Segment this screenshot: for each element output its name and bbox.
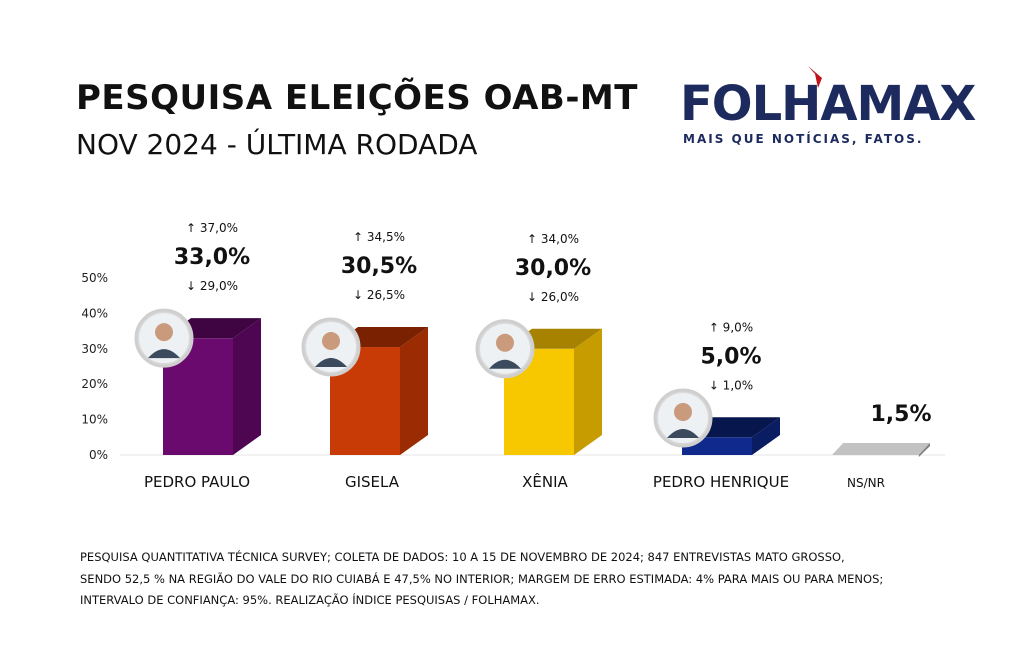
value-label: 1,5% xyxy=(870,402,931,427)
page-title: PESQUISA ELEIÇÕES OAB-MT xyxy=(76,78,638,118)
value-label: 30,0% xyxy=(515,256,591,281)
upper-bound-label: ↑ 34,0% xyxy=(527,232,579,246)
footnote-line-3: INTERVALO DE CONFIANÇA: 95%. REALIZAÇÃO … xyxy=(80,593,540,607)
category-label: GISELA xyxy=(345,473,400,491)
lower-bound-label: ↓ 1,0% xyxy=(709,378,753,392)
y-tick-label: 10% xyxy=(81,413,108,427)
bar-side xyxy=(918,443,930,457)
y-tick-label: 0% xyxy=(89,448,108,462)
page-subtitle: NOV 2024 - ÚLTIMA RODADA xyxy=(76,128,478,161)
upper-bound-label: ↑ 9,0% xyxy=(709,320,753,334)
category-label: XÊNIA xyxy=(522,472,568,491)
value-label: 30,5% xyxy=(341,254,417,279)
y-tick-label: 50% xyxy=(81,271,108,285)
lower-bound-label: ↓ 26,5% xyxy=(353,288,405,302)
bar-side xyxy=(400,327,428,455)
upper-bound-label: ↑ 37,0% xyxy=(186,221,238,235)
logo-accent-icon xyxy=(808,66,822,88)
category-label: PEDRO PAULO xyxy=(144,473,250,491)
bar-top xyxy=(832,443,930,455)
candidate-photo-icon xyxy=(475,319,535,379)
y-tick-label: 40% xyxy=(81,306,108,320)
bar-side xyxy=(233,318,261,455)
lower-bound-label: ↓ 29,0% xyxy=(186,279,238,293)
value-label: 5,0% xyxy=(700,344,761,369)
category-label: PEDRO HENRIQUE xyxy=(653,473,789,491)
folhamax-logo: FOLHAMAX MAIS QUE NOTÍCIAS, FATOS. xyxy=(680,66,976,152)
y-tick-label: 30% xyxy=(81,342,108,356)
footnote-line-1: PESQUISA QUANTITATIVA TÉCNICA SURVEY; CO… xyxy=(80,550,845,564)
upper-bound-label: ↑ 34,5% xyxy=(353,230,405,244)
lower-bound-label: ↓ 26,0% xyxy=(527,290,579,304)
value-label: 33,0% xyxy=(174,245,250,270)
bar-chart: 0% 10% 20% 30% 40% 50% PEDRO PAULO ↑ 37,0% 33,0%… xyxy=(81,221,945,491)
bar-side xyxy=(752,417,780,455)
category-label: NS/NR xyxy=(847,476,885,490)
bar-side xyxy=(574,328,602,455)
footnote-line-2: SENDO 52,5 % NA REGIÃO DO VALE DO RIO CU… xyxy=(80,572,884,586)
candidate-photo-icon xyxy=(653,388,713,448)
candidate-photo-icon xyxy=(134,308,194,368)
candidate-photo-icon xyxy=(301,317,361,377)
y-tick-label: 20% xyxy=(81,377,108,391)
logo-wordmark: FOLHAMAX xyxy=(680,76,976,132)
logo-tagline: MAIS QUE NOTÍCIAS, FATOS. xyxy=(683,132,924,146)
